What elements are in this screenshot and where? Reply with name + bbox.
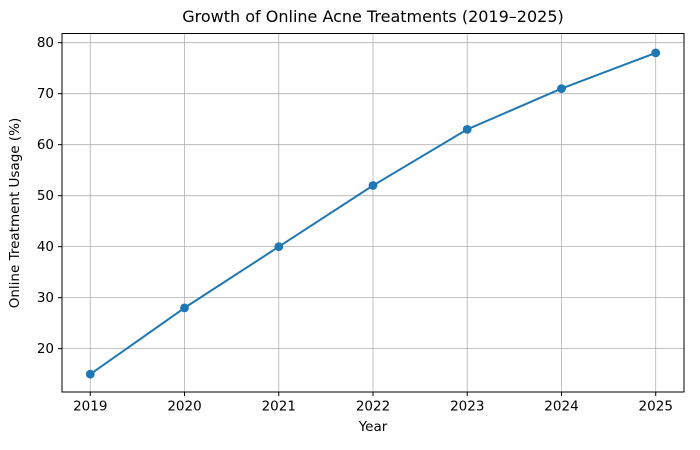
data-point-marker [557, 84, 566, 93]
data-point-marker [651, 48, 661, 58]
data-point-marker [274, 242, 284, 252]
x-axis-label: Year [358, 419, 388, 435]
chart-title: Growth of Online Acne Treatments (2019–2… [182, 7, 564, 26]
data-point-marker [85, 369, 95, 379]
data-point-marker [462, 124, 472, 134]
x-tick-label: 2024 [544, 399, 578, 415]
y-tick-label: 20 [37, 341, 54, 357]
x-tick-label: 2019 [73, 399, 107, 415]
y-tick-label: 50 [37, 188, 54, 204]
x-tick-label: 2023 [450, 399, 484, 415]
data-point-marker [180, 303, 189, 313]
y-tick-label: 80 [37, 35, 54, 51]
y-tick-label: 70 [37, 86, 54, 102]
y-axis-label: Online Treatment Usage (%) [7, 117, 23, 309]
y-tick-label: 30 [37, 290, 54, 306]
x-tick-label: 2020 [167, 399, 201, 415]
x-tick-label: 2022 [356, 399, 390, 415]
x-tick-label: 2025 [639, 399, 673, 415]
y-tick-label: 40 [37, 239, 54, 255]
data-point-marker [368, 181, 378, 190]
x-tick-label: 2021 [262, 399, 296, 415]
y-tick-label: 60 [37, 137, 54, 153]
